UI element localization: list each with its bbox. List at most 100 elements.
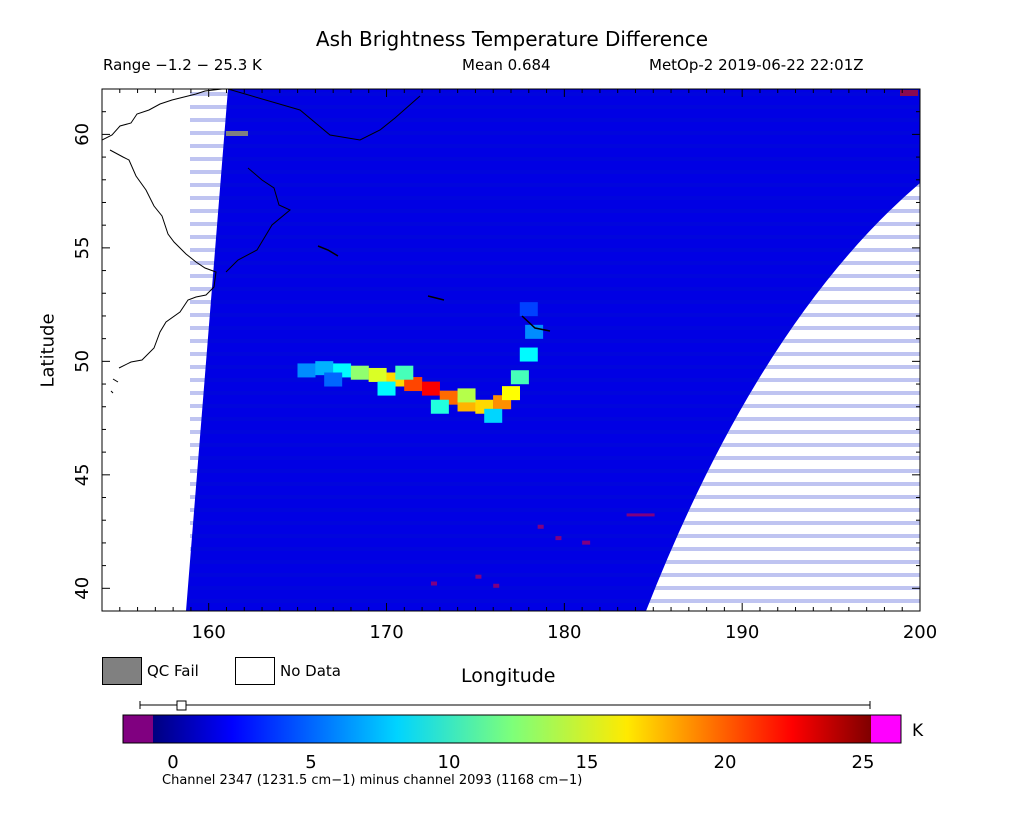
- qc-fail-region: [226, 131, 248, 136]
- x-tick-label: 180: [547, 622, 581, 643]
- mean-text: Mean 0.684: [462, 56, 551, 74]
- plume-pixel: [297, 363, 316, 378]
- outlier-pixel: [430, 581, 437, 586]
- plume-pixel: [315, 361, 334, 376]
- coastline: [102, 89, 291, 394]
- swath-stripe: [190, 248, 920, 252]
- range-slider-handle[interactable]: [176, 700, 187, 711]
- swath-stripe: [190, 222, 920, 226]
- swath-stripe: [190, 378, 920, 382]
- swath-stripe: [190, 105, 920, 109]
- outlier-pixel: [582, 540, 591, 545]
- no-data-label: No Data: [280, 662, 341, 680]
- colorbar-tick-label: 10: [438, 752, 461, 773]
- colorbar-over-swatch: [871, 715, 901, 743]
- swath-stripe: [190, 170, 920, 174]
- swath-stripe: [190, 365, 920, 369]
- qc-fail-swatch: [102, 657, 142, 685]
- y-tick-label: 55: [72, 236, 93, 259]
- outlier-pixel: [475, 574, 482, 579]
- swath-stripe: [190, 196, 920, 200]
- y-tick-label: 45: [72, 463, 93, 486]
- colorbar-tick-label: 15: [576, 752, 599, 773]
- swath-stripe: [190, 118, 920, 122]
- swath-stripe: [190, 586, 920, 590]
- swath-stripe: [190, 469, 920, 473]
- plume-pixel: [368, 367, 387, 382]
- plume-pixel: [519, 302, 538, 317]
- swath-stripe: [190, 495, 920, 499]
- swath-stripe: [190, 560, 920, 564]
- swath-stripe: [190, 404, 920, 408]
- x-tick-label: 200: [903, 622, 937, 643]
- swath-stripe: [190, 599, 920, 603]
- swath-stripe: [190, 521, 920, 525]
- plume-pixel: [457, 388, 476, 403]
- outlier-pixel: [493, 583, 500, 588]
- plume-pixel: [404, 377, 423, 392]
- qc-fail-label: QC Fail: [147, 662, 199, 680]
- swath-stripe: [190, 326, 920, 330]
- x-tick-label: 190: [725, 622, 759, 643]
- swath-stripe: [190, 391, 920, 395]
- swath-stripe: [190, 92, 920, 96]
- swath-stripe: [190, 131, 920, 135]
- swath-stripe: [190, 274, 920, 278]
- y-tick-label: 40: [72, 577, 93, 600]
- x-tick-label: 170: [369, 622, 403, 643]
- plume-pixel: [377, 381, 396, 396]
- swath-stripe: [190, 144, 920, 148]
- swath-stripe: [190, 209, 920, 213]
- x-tick-label: 160: [192, 622, 226, 643]
- island-chain: [317, 245, 551, 332]
- no-data-swatch: [235, 657, 275, 685]
- plume-pixel: [519, 347, 538, 362]
- swath-stripe: [190, 573, 920, 577]
- swath-stripe: [190, 443, 920, 447]
- plume-pixel: [484, 408, 503, 423]
- swath-stripe: [190, 417, 920, 421]
- swath-stripe: [190, 313, 920, 317]
- colorbar-tick-label: 0: [167, 752, 178, 773]
- swath-stripe: [190, 534, 920, 538]
- chart-title: Ash Brightness Temperature Difference: [315, 27, 709, 51]
- swath-stripe: [190, 157, 920, 161]
- colorbar-frame: [122, 714, 902, 744]
- swath-stripe: [190, 482, 920, 486]
- outlier-pixel: [900, 90, 918, 96]
- swath-background: [186, 89, 920, 611]
- outlier-pixel: [537, 524, 544, 529]
- plume-pixel: [350, 365, 369, 380]
- swath-stripe: [190, 339, 920, 343]
- swath-stripe: [190, 456, 920, 460]
- swath-stripe: [190, 508, 920, 512]
- outlier-pixel: [555, 536, 562, 541]
- swath-stripe: [190, 235, 920, 239]
- swath-stripe: [190, 261, 920, 265]
- y-tick-label: 50: [72, 350, 93, 373]
- plume-pixel: [510, 370, 529, 385]
- swath-stripe: [190, 287, 920, 291]
- colorbar-tick-label: 25: [852, 752, 875, 773]
- plume-pixel: [324, 372, 343, 387]
- colorbar-tick-label: 5: [305, 752, 316, 773]
- plume-pixel: [502, 386, 520, 401]
- x-axis-label: Longitude: [461, 665, 556, 687]
- coastline: [227, 89, 421, 141]
- swath-stripe: [190, 352, 920, 356]
- range-text: Range −1.2 − 25.3 K: [103, 56, 262, 74]
- colorbar-gradient: [153, 715, 871, 743]
- swath-stripe: [190, 183, 920, 187]
- y-axis-label: Latitude: [37, 313, 59, 388]
- plume-pixel: [430, 399, 449, 414]
- outlier-pixel: [626, 513, 655, 517]
- swath-stripe: [190, 430, 920, 434]
- plume-pixel: [421, 381, 440, 396]
- swath-stripe: [190, 547, 920, 551]
- colorbar-footnote: Channel 2347 (1231.5 cm−1) minus channel…: [162, 773, 583, 788]
- colorbar-tick-label: 20: [714, 752, 737, 773]
- swath-stripe: [190, 300, 920, 304]
- plume-pixel: [395, 365, 414, 380]
- colorbar-unit: K: [912, 721, 924, 741]
